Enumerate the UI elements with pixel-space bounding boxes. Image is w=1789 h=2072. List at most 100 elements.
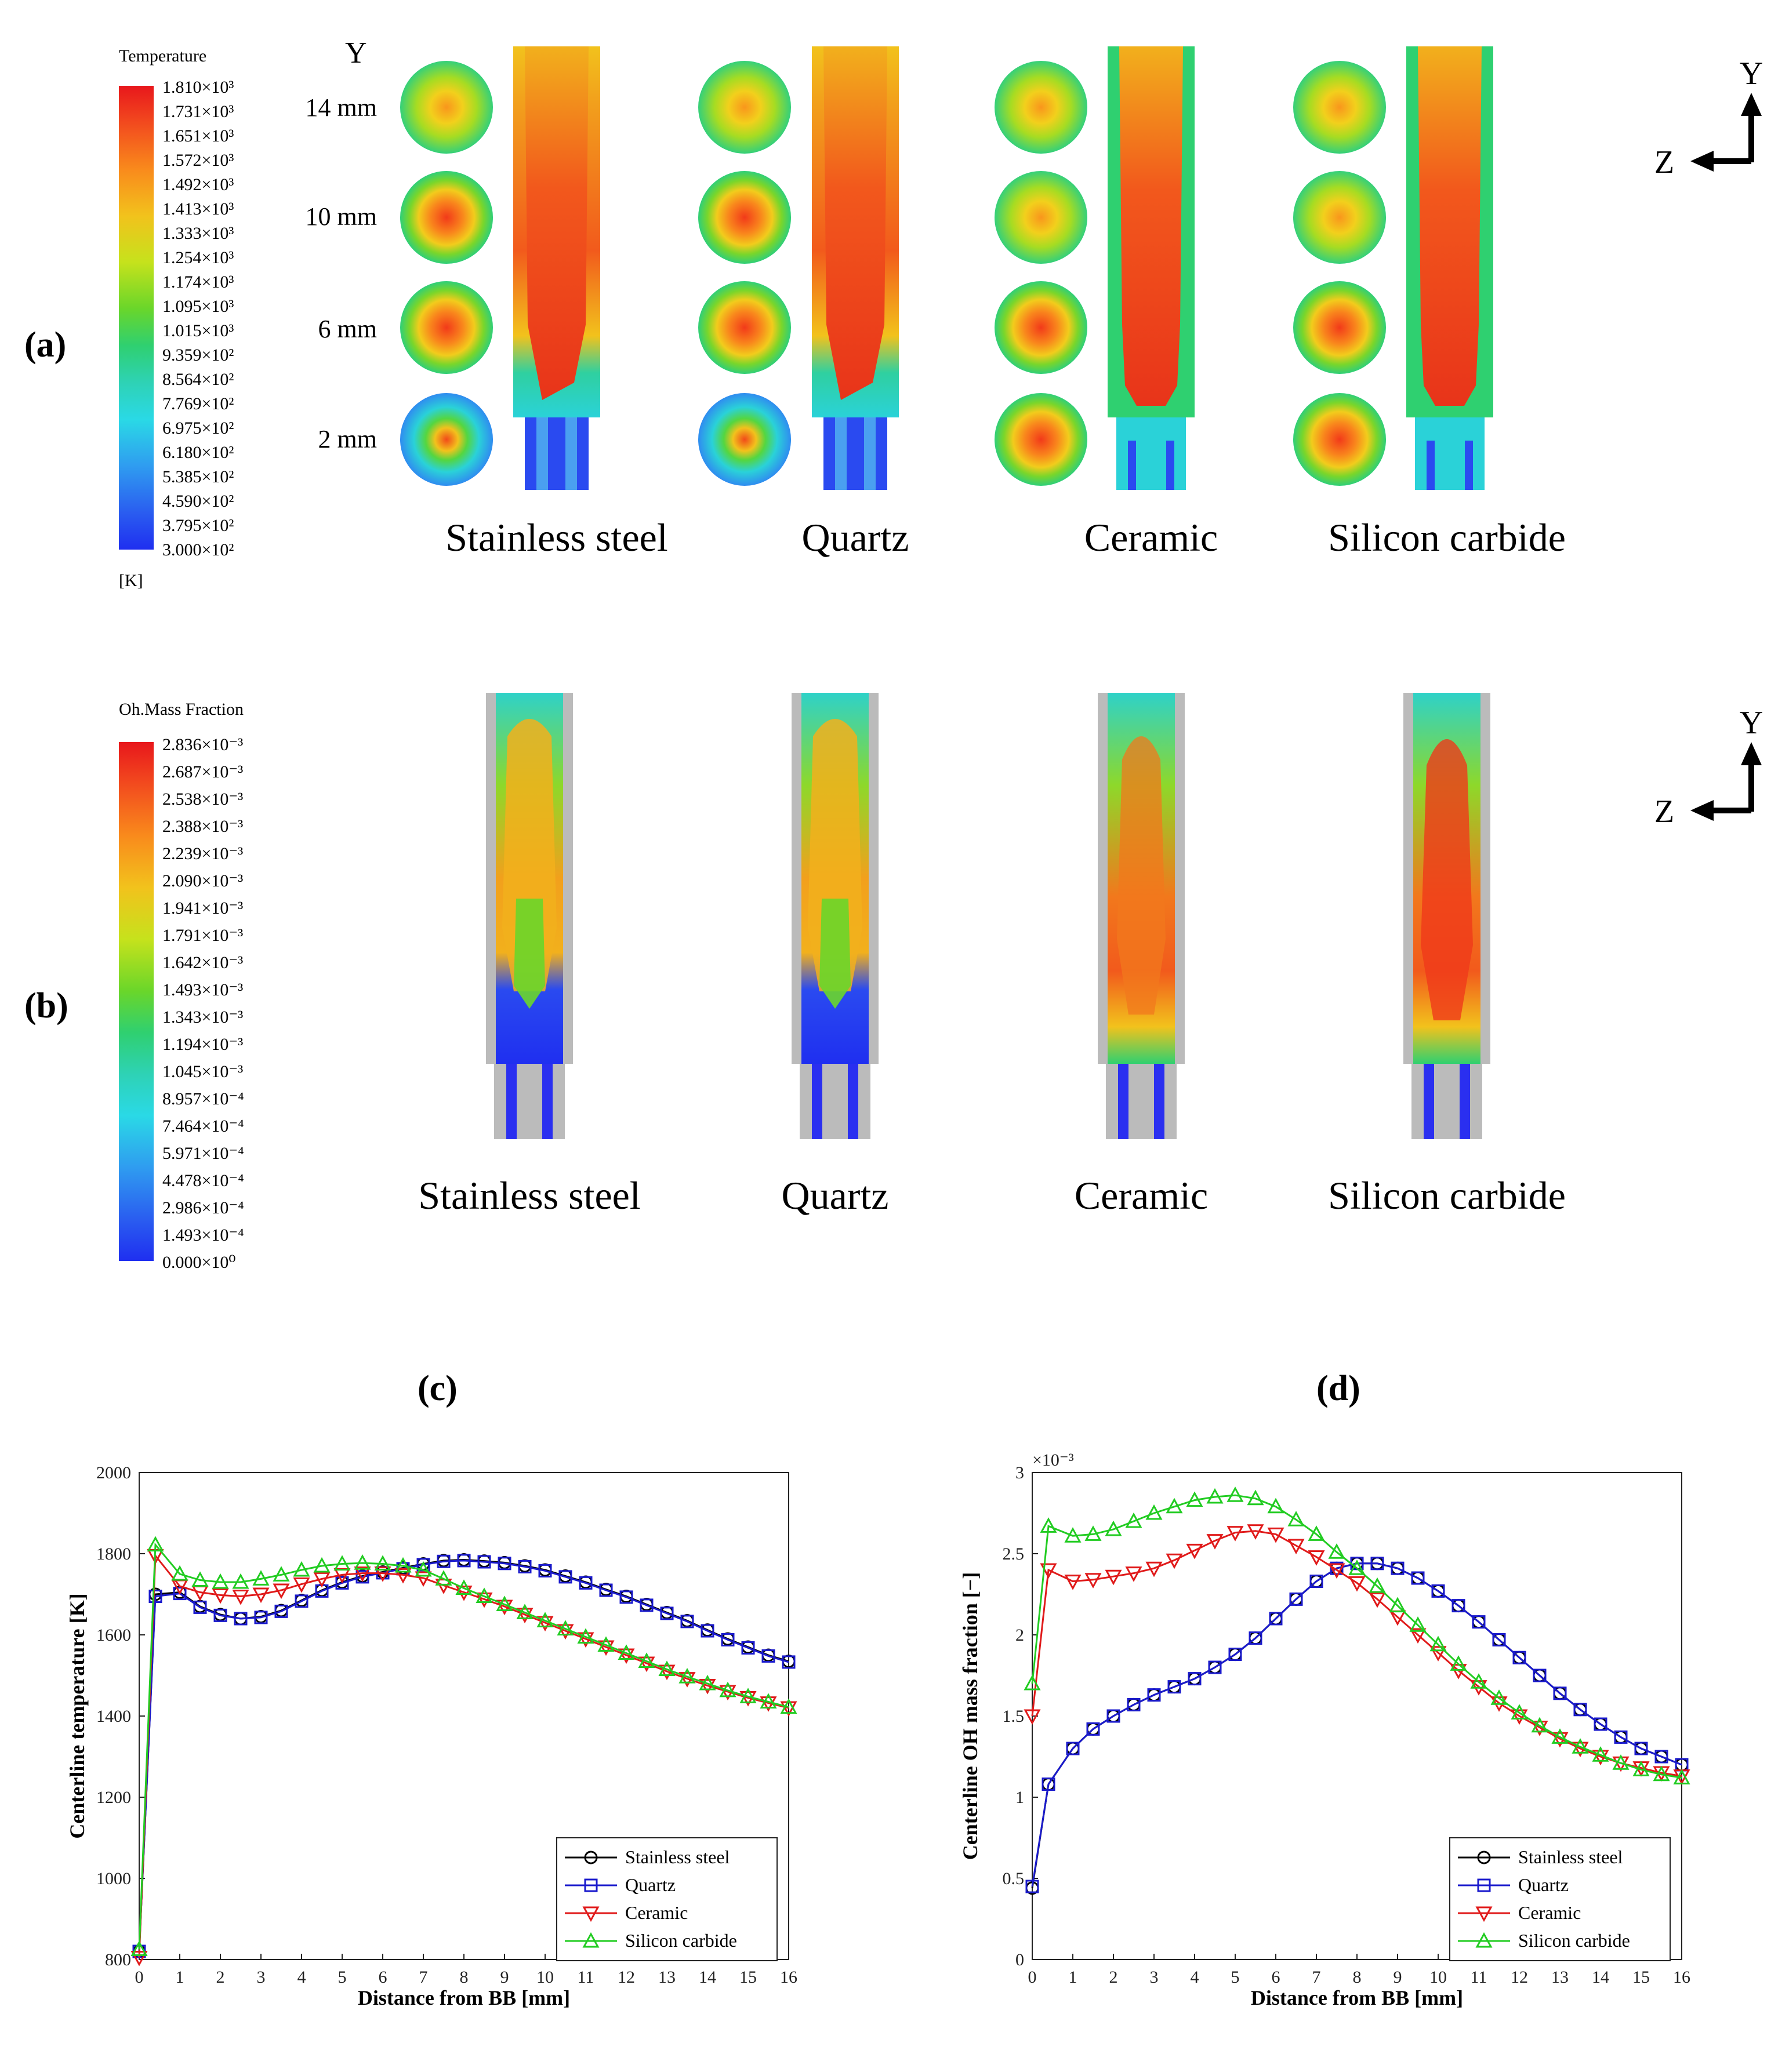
data-point [618,1644,635,1660]
data-point [1105,1520,1122,1536]
temperature-contour-stainless [400,46,600,490]
data-point [1267,1527,1284,1543]
legend-entry: Stainless steel [625,1846,730,1867]
data-point [394,1557,412,1573]
data-point [1125,1566,1142,1582]
colorbar-b-tick: 2.090×10⁻³ [162,871,244,890]
x-axis-label: Distance from BB [mm] [1251,1986,1463,2009]
material-label: Ceramic [1084,515,1218,559]
series-line [1031,1562,1682,1887]
colorbar-a-tick: 3.795×10² [162,516,234,535]
colorbar-a-tick: 8.564×10² [162,370,234,389]
data-point [293,1561,310,1577]
data-point [1330,1561,1344,1575]
data-point [313,1572,331,1588]
y-tick-label: 2 [1015,1626,1024,1645]
data-point [1025,1880,1039,1893]
colorbar-a-tick: 3.000×10² [162,540,234,559]
x-tick-label: 11 [578,1968,594,1987]
panel-label-c: (c) [418,1369,458,1408]
data-point [1328,1563,1345,1579]
data-point [658,1664,676,1681]
colorbar-a-tick: 1.810×10³ [162,78,234,97]
colorbar-b-tick: 2.388×10⁻³ [162,817,244,836]
data-point [252,1587,270,1604]
legend-entry: Quartz [1518,1874,1569,1895]
data-point [232,1590,249,1605]
x-tick-label: 9 [1394,1968,1402,1987]
data-point [313,1557,331,1573]
colorbar-b-tick: 1.194×10⁻³ [162,1035,244,1054]
data-point [232,1573,249,1589]
colorbar-b-tick: 8.957×10⁻⁴ [162,1089,244,1108]
material-label: Quartz [801,515,909,559]
data-point [496,1595,513,1611]
colorbar-b-tick: 4.478×10⁻⁴ [162,1171,244,1190]
colorbar-b-tick: 1.493×10⁻³ [162,980,244,999]
y-axis-label: Centerline temperature [K] [66,1593,89,1838]
data-point [252,1570,270,1586]
data-point [699,1679,716,1695]
x-tick-label: 16 [780,1968,797,1987]
data-point [234,1612,248,1626]
panel-label-a: (a) [24,325,67,365]
colorbar-a-tick: 6.975×10² [162,419,234,438]
oh-contour-stainless [486,693,573,1139]
data-point [1267,1497,1284,1514]
data-point [1511,1704,1528,1720]
data-point [557,1624,574,1640]
colorbar-a-tick: 1.651×10³ [162,126,234,146]
y-tick-label: 0 [1015,1950,1024,1969]
y-tick-label: 2000 [96,1463,131,1482]
data-point [173,1587,187,1601]
data-point [761,1649,775,1663]
data-point [719,1681,736,1697]
colorbar-b-tick: 1.493×10⁻⁴ [162,1226,244,1245]
data-point [496,1600,513,1616]
data-point [1572,1738,1589,1754]
data-point [355,1570,369,1584]
data-point [435,1570,452,1586]
x-tick-label: 15 [739,1968,757,1987]
data-point [760,1693,777,1709]
y-axis-label: Centerline OH mass fraction [−] [959,1572,982,1860]
x-tick-label: 13 [658,1968,676,1987]
x-tick-label: 4 [1191,1968,1199,1987]
data-point [678,1667,696,1684]
chart-c: 0 1 2 3 4 5 6 7 8 9 10 11 12 13 14 15 168001000120014001… [66,1463,797,2009]
data-point [1470,1673,1487,1689]
data-point [1348,1576,1366,1592]
data-point [1512,1651,1526,1664]
data-point [191,1571,209,1587]
series-line [138,1553,789,1958]
data-point [1531,1717,1548,1733]
colorbar-b-tick: 7.464×10⁻⁴ [162,1117,244,1136]
data-point [1573,1703,1587,1717]
data-point [699,1674,716,1691]
data-point [739,1688,757,1703]
data-point [374,1566,391,1582]
data-point [658,1660,676,1676]
axis-z-letter: Z [1654,144,1674,180]
data-point [1206,1488,1224,1504]
data-point [476,1587,493,1603]
series-line [138,1542,789,1950]
data-point [274,1604,288,1618]
data-point [1024,1709,1041,1725]
data-point [558,1570,572,1584]
colorbar-a-tick: 9.359×10² [162,346,234,365]
material-label: Stainless steel [418,1173,640,1217]
material-label: Silicon carbide [1328,515,1566,559]
x-tick-label: 6 [379,1968,387,1987]
data-point [1125,1512,1142,1528]
material-label: Stainless steel [445,515,667,559]
data-point [619,1590,633,1604]
colorbar-a [119,86,154,550]
y-tick-label: 1000 [96,1869,131,1888]
legend-marker [1477,1878,1491,1892]
colorbar-a-tick: 1.254×10³ [162,248,234,267]
data-point [1490,1689,1508,1705]
x-tick-label: 4 [297,1968,306,1987]
data-point [1308,1550,1325,1566]
data-point [597,1640,615,1656]
